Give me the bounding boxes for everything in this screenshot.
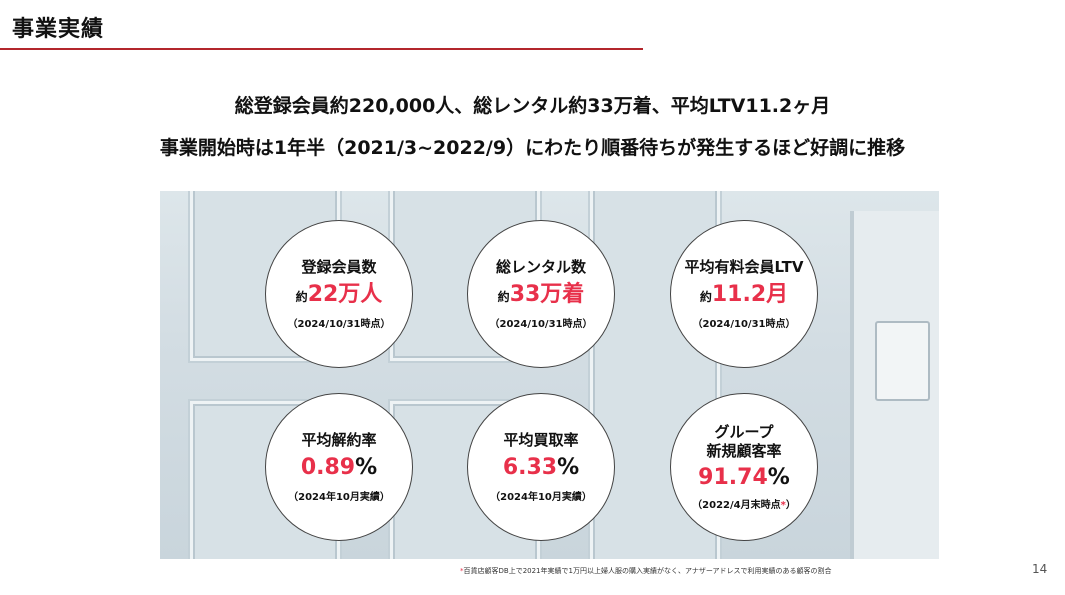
metric-circle-churn-rate: 平均解約率 0.89% （2024年10月実績） [265, 393, 413, 541]
metric-number: 11.2月 [711, 282, 789, 308]
metric-number: 91.74 [698, 464, 768, 490]
metric-number: 33万着 [509, 282, 585, 308]
metric-note-asterisk: * [780, 500, 786, 512]
metric-unit: % [767, 464, 790, 490]
metric-note: （2024/10/31時点） [287, 319, 391, 331]
headline-1: 総登録会員約220,000人、総レンタル約33万着、平均LTV11.2ヶ月 [234, 95, 831, 117]
metric-note-text: （2022/4月末時点 [692, 500, 781, 512]
metric-value: 約11.2月 [700, 283, 788, 307]
metric-value: 約33万着 [498, 283, 585, 307]
metric-note: （2024年10月実績） [288, 492, 390, 504]
metric-number: 6.33 [502, 455, 558, 481]
metric-circle-registered-members: 登録会員数 約22万人 （2024/10/31時点） [265, 220, 413, 368]
metric-note: （2024/10/31時点） [489, 319, 593, 331]
metric-value: 91.74% [698, 464, 790, 490]
metric-label: 平均有料会員LTV [684, 257, 804, 276]
footnote: *百貨店顧客DB上で2021年実績で1万円以上婦人服の購入実績がなく、アナザーア… [460, 566, 832, 576]
metric-circle-total-rentals: 総レンタル数 約33万着 （2024/10/31時点） [467, 220, 615, 368]
metric-label: 平均解約率 [301, 430, 377, 449]
footnote-asterisk: * [460, 567, 464, 575]
metric-note: （2024/10/31時点） [692, 319, 796, 331]
metric-prefix: 約 [295, 290, 308, 305]
door-latch [875, 321, 930, 401]
metric-circle-new-customer-rate: グループ 新規顧客率 91.74% （2022/4月末時点*） [670, 393, 818, 541]
metric-value: 約22万人 [296, 283, 383, 307]
page-title: 事業実績 [12, 17, 105, 42]
metric-prefix: 約 [699, 290, 712, 305]
metric-label: 平均買取率 [503, 430, 579, 449]
title-underline [0, 48, 643, 50]
metric-number: 0.89 [300, 455, 356, 481]
headline-2: 事業開始時は1年半（2021/3~2022/9）にわたり順番待ちが発生するほど好… [159, 137, 906, 159]
metric-label: グループ [714, 422, 774, 441]
metric-value: 6.33% [503, 456, 579, 480]
metric-note: （2022/4月末時点*） [692, 496, 796, 511]
metric-label: 総レンタル数 [495, 257, 586, 276]
metric-note: （2024年10月実績） [490, 492, 592, 504]
metric-label: 登録会員数 [301, 257, 377, 276]
metric-unit: % [557, 455, 580, 481]
footnote-text: 百貨店顧客DB上で2021年実績で1万円以上婦人服の購入実績がなく、アナザーアド… [463, 567, 832, 575]
metric-label-line-2: 新規顧客率 [706, 442, 782, 461]
metric-value: 0.89% [301, 456, 377, 480]
page-number: 14 [1032, 562, 1048, 576]
metric-note-close: ） [785, 500, 796, 512]
metric-circle-average-ltv: 平均有料会員LTV 約11.2月 （2024/10/31時点） [670, 220, 818, 368]
metric-prefix: 約 [497, 290, 510, 305]
metric-number: 22万人 [307, 282, 383, 308]
metric-unit: % [355, 455, 378, 481]
metric-circle-buyout-rate: 平均買取率 6.33% （2024年10月実績） [467, 393, 615, 541]
